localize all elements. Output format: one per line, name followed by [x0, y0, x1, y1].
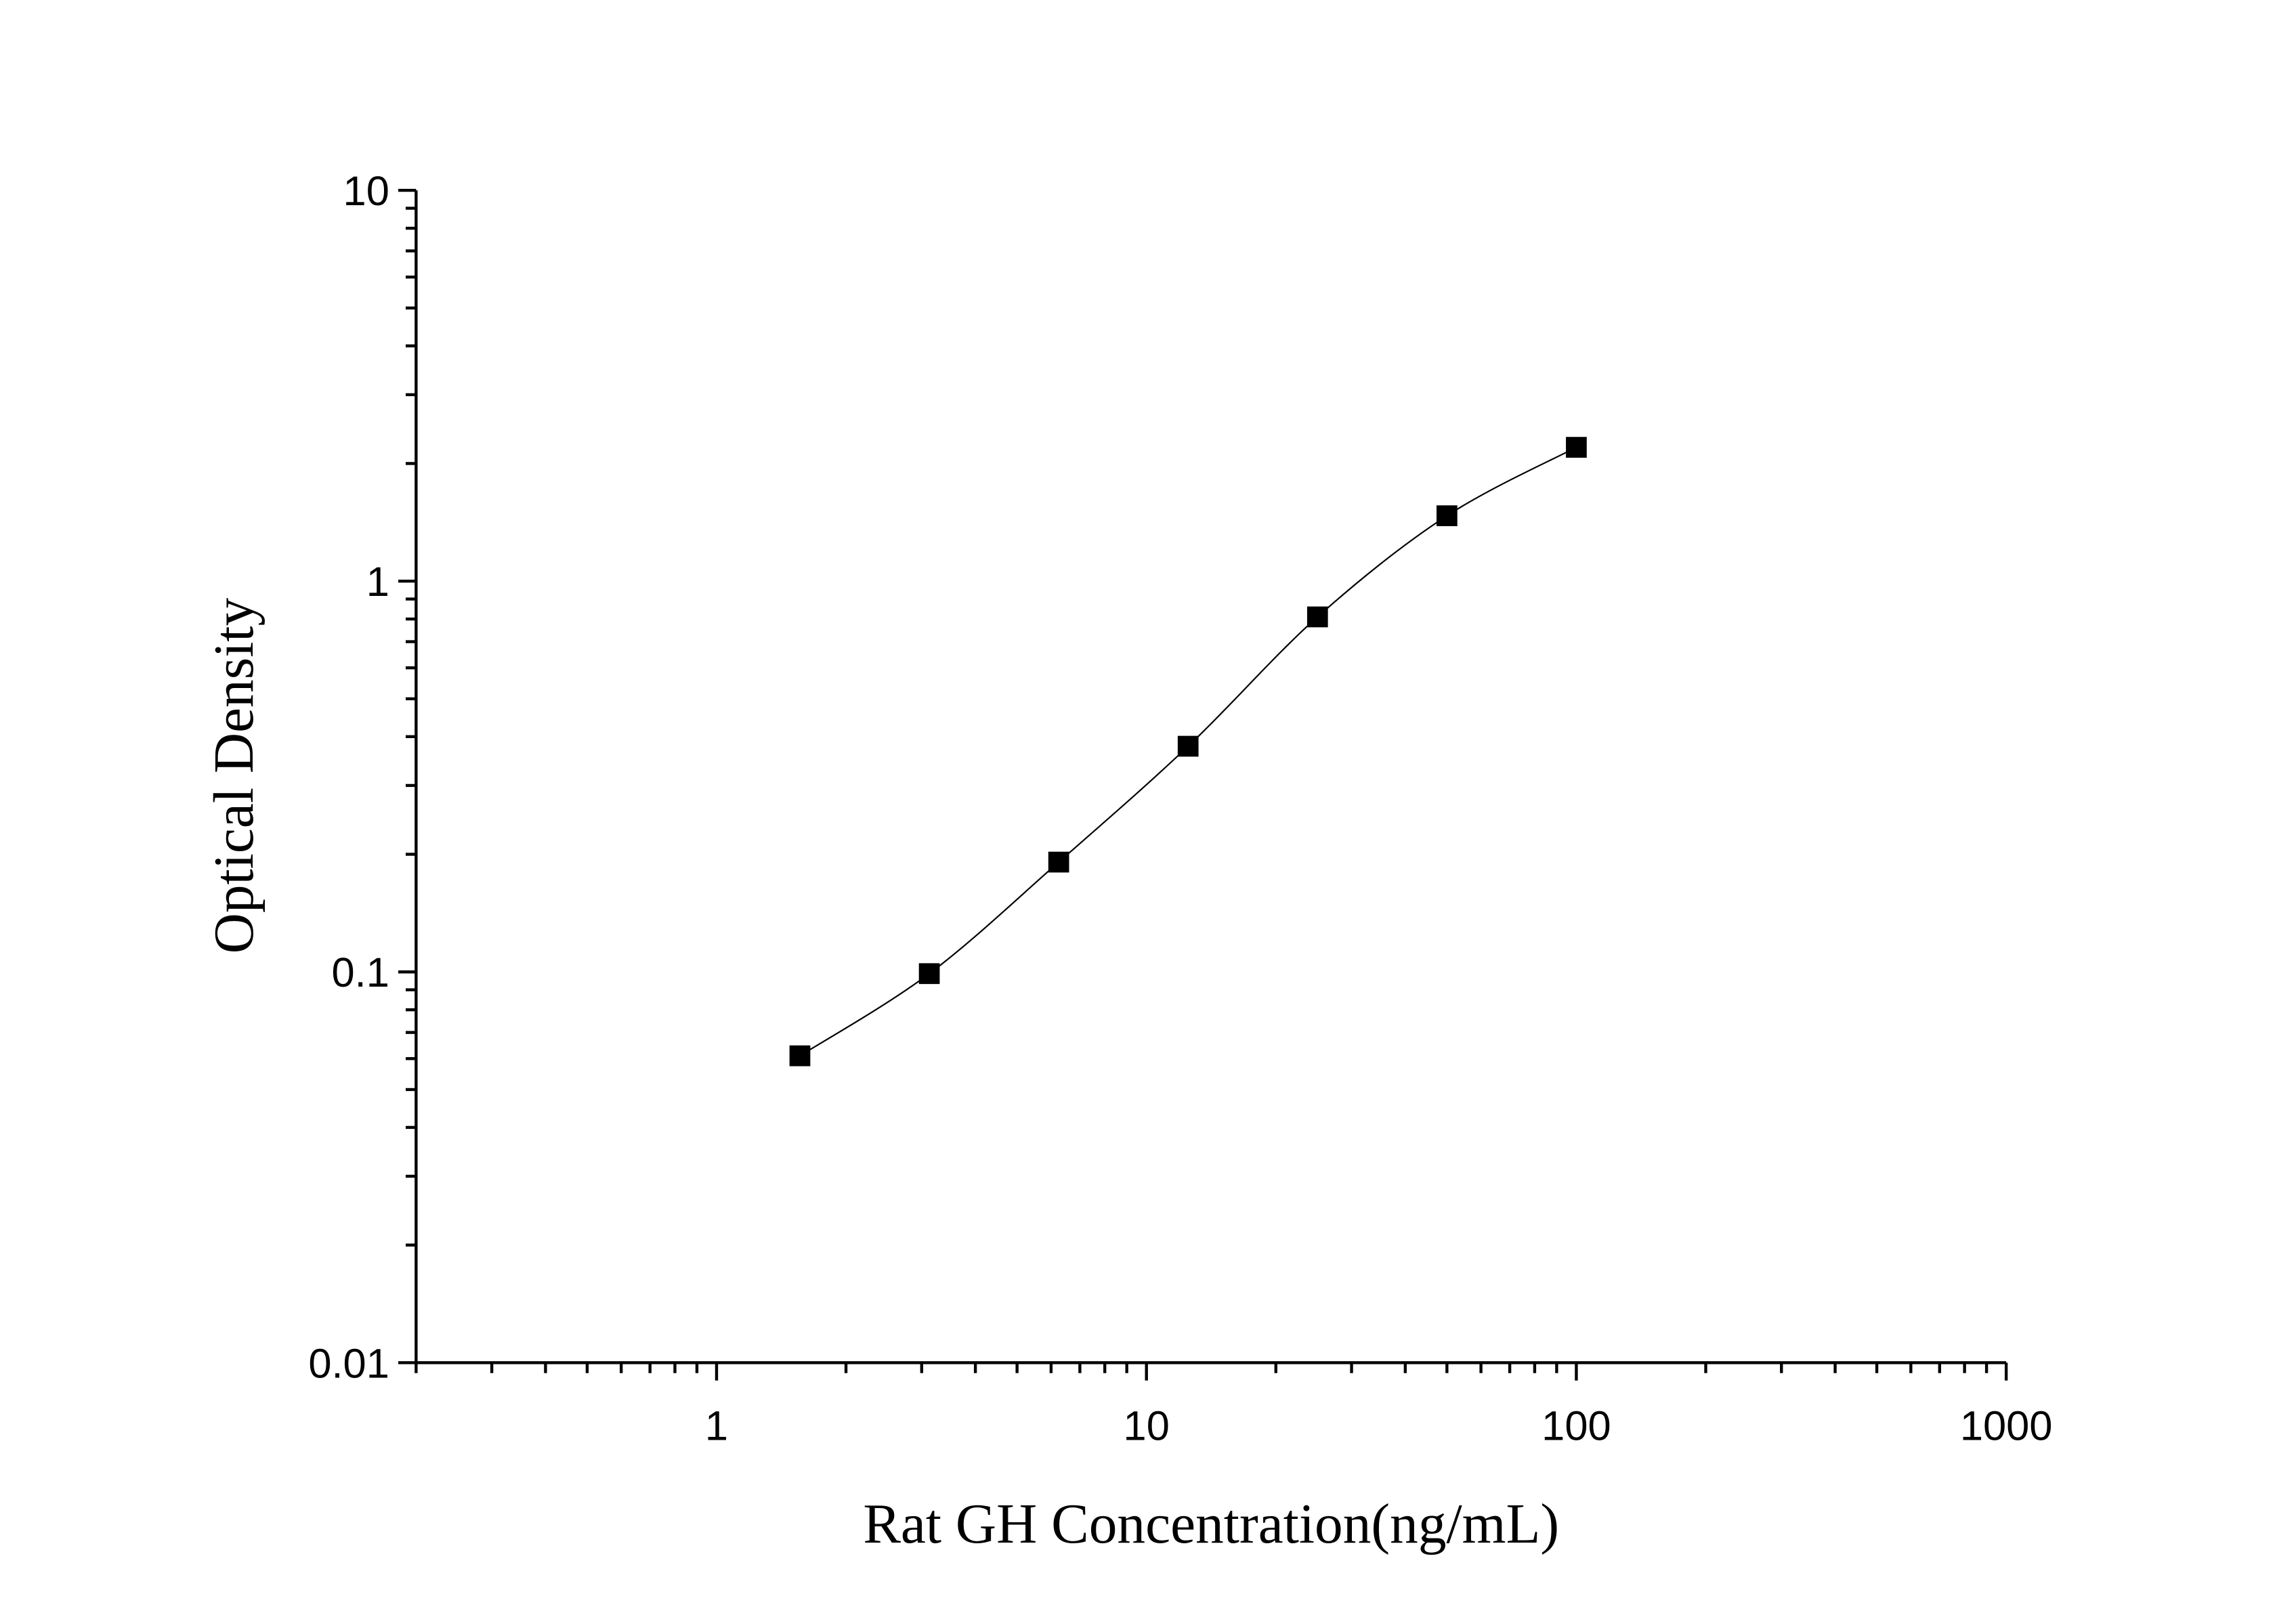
x-tick-label: 10 — [1124, 1402, 1170, 1449]
y-tick-label: 1 — [366, 559, 389, 605]
tick-labels: 1 10 100 1000 0.01 0.1 1 10 — [308, 168, 2052, 1449]
data-point — [1048, 851, 1069, 873]
y-axis-title: Optical Density — [203, 598, 265, 954]
x-tick-label: 1000 — [1960, 1402, 2053, 1449]
y-tick-label: 10 — [343, 168, 389, 215]
data-points — [789, 437, 1587, 1067]
data-point — [918, 963, 940, 985]
data-point — [789, 1045, 811, 1067]
x-axis-title: Rat GH Concentration(ng/mL) — [863, 1493, 1559, 1555]
data-point — [1437, 505, 1458, 526]
data-point — [1566, 437, 1587, 458]
x-tick-label: 100 — [1542, 1402, 1611, 1449]
data-point — [1306, 606, 1328, 628]
data-point — [1177, 735, 1199, 757]
x-tick-label: 1 — [705, 1402, 728, 1449]
y-tick-label: 0.1 — [331, 949, 389, 996]
axes — [398, 188, 2008, 1381]
y-tick-label: 0.01 — [308, 1340, 389, 1387]
